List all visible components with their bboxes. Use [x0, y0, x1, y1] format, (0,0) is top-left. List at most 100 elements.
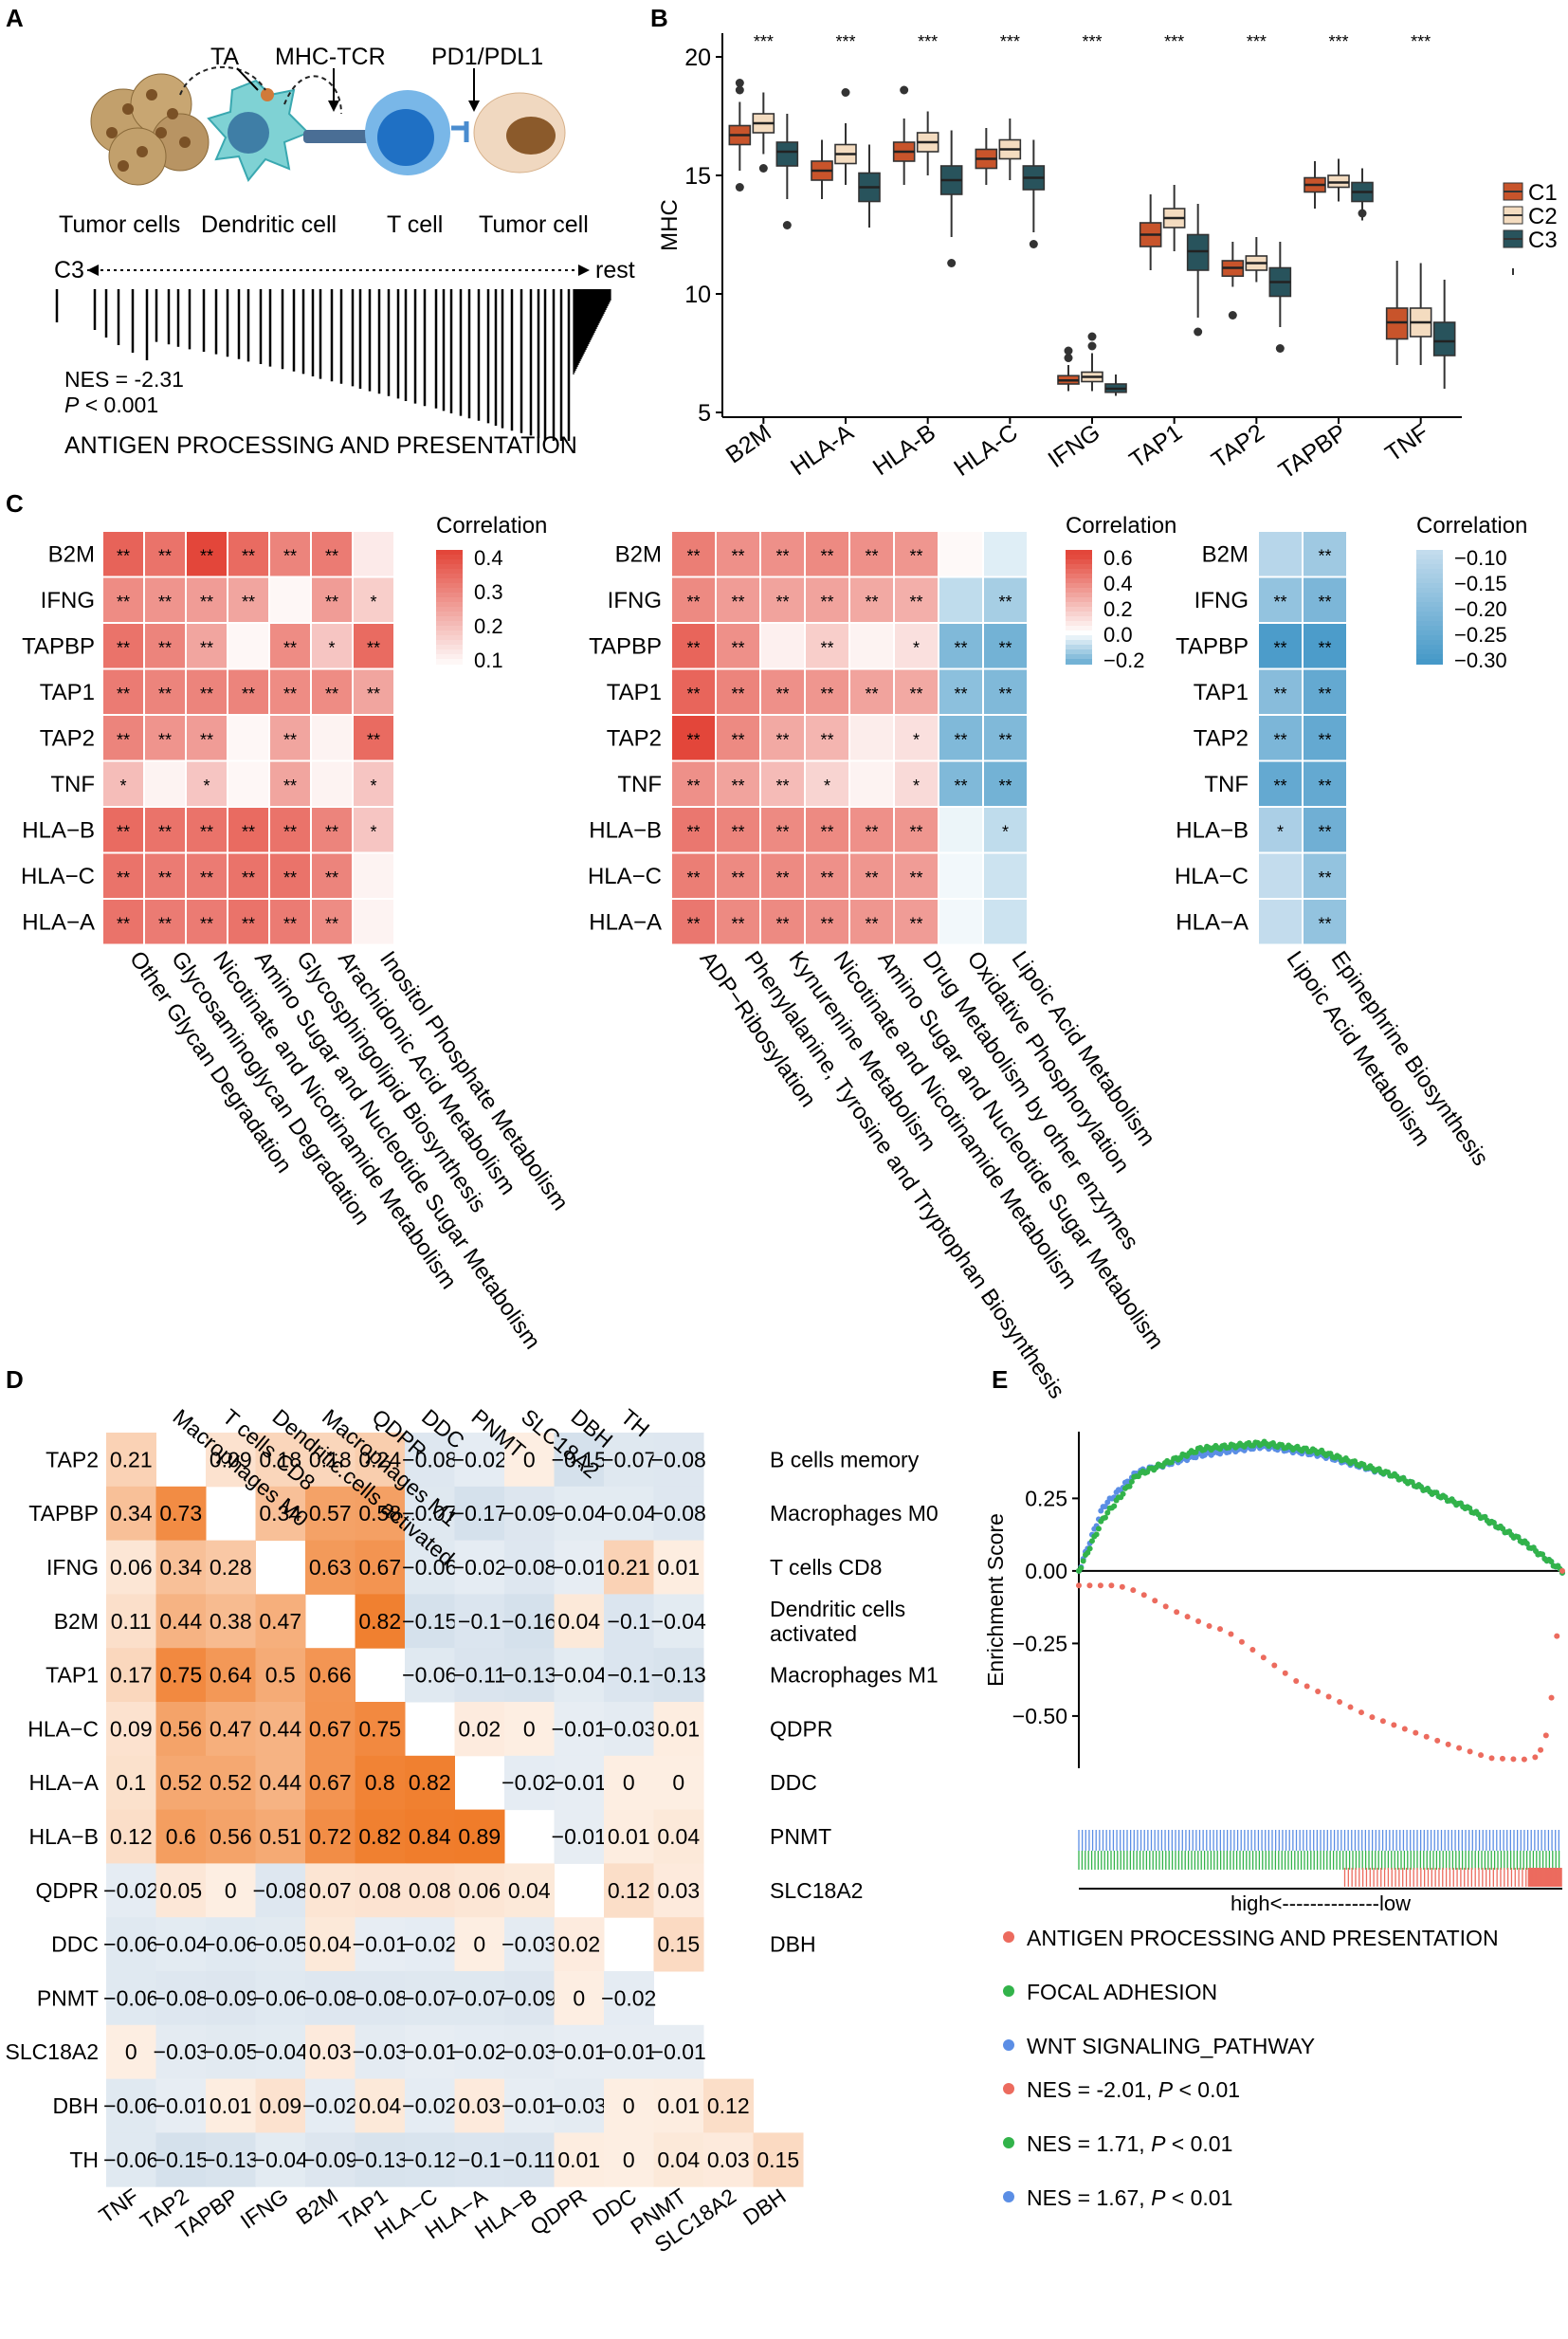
legend-gradient — [436, 607, 463, 612]
significance-star: ** — [200, 730, 213, 749]
matrix-value: −0.02 — [302, 2093, 357, 2118]
significance-star: ** — [954, 777, 967, 795]
significance-star: ** — [325, 914, 338, 933]
significance-star: ** — [865, 822, 878, 841]
significance-star: ** — [775, 777, 789, 795]
heat-cell — [982, 898, 1029, 946]
heat-cell — [1302, 667, 1348, 716]
matrix-cell — [604, 1755, 654, 1811]
significance-star: ** — [1318, 638, 1331, 657]
es-point — [1260, 1654, 1267, 1661]
es-point — [1467, 1748, 1473, 1755]
legend-gradient — [1416, 578, 1443, 584]
matrix-value: −0.06 — [103, 2093, 158, 2118]
matrix-cell — [554, 1648, 605, 1703]
heat-cell — [1302, 759, 1348, 808]
matrix-value: −0.02 — [452, 1447, 507, 1471]
matrix-value: −0.02 — [402, 2093, 457, 2118]
matrix-value: −0.1 — [608, 1609, 650, 1634]
es-point — [1195, 1618, 1202, 1625]
matrix-cell — [106, 1702, 156, 1757]
matrix-cell — [155, 1755, 207, 1811]
matrix-cell — [504, 1648, 555, 1703]
row-label: HLA−A — [22, 909, 95, 935]
nes-label: NES = 1.71, P < 0.01 — [1027, 2131, 1232, 2156]
matrix-cell — [305, 1809, 356, 1864]
outlier — [1087, 341, 1097, 351]
significance-star: ** — [731, 638, 744, 657]
matrix-value: 0.47 — [259, 1609, 301, 1634]
significance-star: ** — [686, 730, 700, 749]
row-label: HLA−A — [589, 909, 662, 935]
matrix-value: 0.01 — [657, 1555, 700, 1580]
outlier — [735, 79, 744, 87]
matrix-value: 0.67 — [358, 1555, 401, 1580]
matrix-cell — [405, 1594, 455, 1649]
heat-cell — [848, 667, 895, 716]
panel-d-correlation-matrix: TAP2 0.21 0.09 0.18 0.18 0.24 −0.08−0.02 0 −0.15… — [6, 1404, 939, 2257]
significance-star: ** — [117, 685, 130, 704]
es-point — [1216, 1626, 1223, 1633]
legend-gradient — [1066, 654, 1092, 660]
matrix-value: 0.01 — [210, 2093, 252, 2118]
matrix-cell — [454, 1648, 505, 1703]
matrix-cell — [155, 1863, 207, 1918]
matrix-value: 0.56 — [210, 1824, 252, 1849]
es-point — [1434, 1737, 1441, 1744]
matrix-cell — [355, 1917, 406, 1972]
matrix-cell — [155, 1809, 207, 1864]
heat-cell — [759, 898, 806, 946]
matrix-cell — [255, 2078, 306, 2133]
matrix-value: −0.03 — [552, 2093, 607, 2118]
significance-star: ** — [283, 914, 297, 933]
y-axis-label: MHC — [657, 199, 683, 251]
heat-cell — [848, 851, 895, 900]
matrix-cell — [405, 1433, 455, 1488]
legend-gradient — [1066, 630, 1092, 636]
significance-star: ** — [686, 638, 700, 657]
matrix-value: 0.02 — [458, 1716, 501, 1741]
significance-star: ** — [367, 730, 380, 749]
row-label: TAP1 — [1194, 680, 1249, 705]
legend-dot — [1003, 2039, 1014, 2051]
heat-cell — [670, 898, 717, 946]
outlier — [1275, 344, 1285, 353]
matrix-cell — [206, 1917, 256, 1972]
matrix-value: 0 — [225, 1878, 237, 1903]
matrix-cell — [504, 1433, 555, 1488]
significance-star: ** — [865, 868, 878, 887]
matrix-value: 0.09 — [210, 1447, 252, 1471]
row-label: TAPBP — [1176, 633, 1249, 659]
legend-label: FOCAL ADHESION — [1027, 1980, 1217, 2004]
legend-gradient — [436, 550, 463, 556]
matrix-value: −0.01 — [552, 1716, 607, 1741]
p-value: P < 0.001 — [64, 393, 158, 417]
matrix-value: 0.51 — [259, 1824, 301, 1849]
significance-star: ** — [909, 868, 922, 887]
es-point — [1271, 1662, 1278, 1669]
significance-star: ** — [158, 546, 172, 565]
heat-cell — [268, 667, 312, 716]
heat-cell — [1302, 714, 1348, 762]
significance-star: ** — [158, 593, 172, 612]
matrix-cell — [504, 1971, 555, 2026]
es-point — [1228, 1631, 1234, 1637]
significance-star: * — [370, 593, 376, 612]
matrix-value: −0.01 — [353, 1932, 408, 1957]
es-point — [1093, 1531, 1100, 1538]
legend-gradient — [1416, 630, 1443, 636]
matrix-value: 0.34 — [259, 1501, 301, 1526]
significance-star: ** — [686, 593, 700, 612]
heat-cell — [1257, 576, 1304, 624]
matrix-value: −0.15 — [552, 1447, 607, 1471]
es-point — [1249, 1646, 1256, 1653]
row-label: HLA−A — [28, 1770, 99, 1795]
legend-gradient — [1416, 555, 1443, 560]
matrix-value: −0.08 — [651, 1501, 706, 1526]
matrix-value: −0.02 — [402, 1932, 457, 1957]
legend-gradient — [1416, 640, 1443, 646]
matrix-cell — [554, 2132, 605, 2187]
legend-gradient — [1066, 616, 1092, 622]
matrix-cell — [305, 2024, 356, 2080]
matrix-value: 0 — [623, 1770, 635, 1795]
